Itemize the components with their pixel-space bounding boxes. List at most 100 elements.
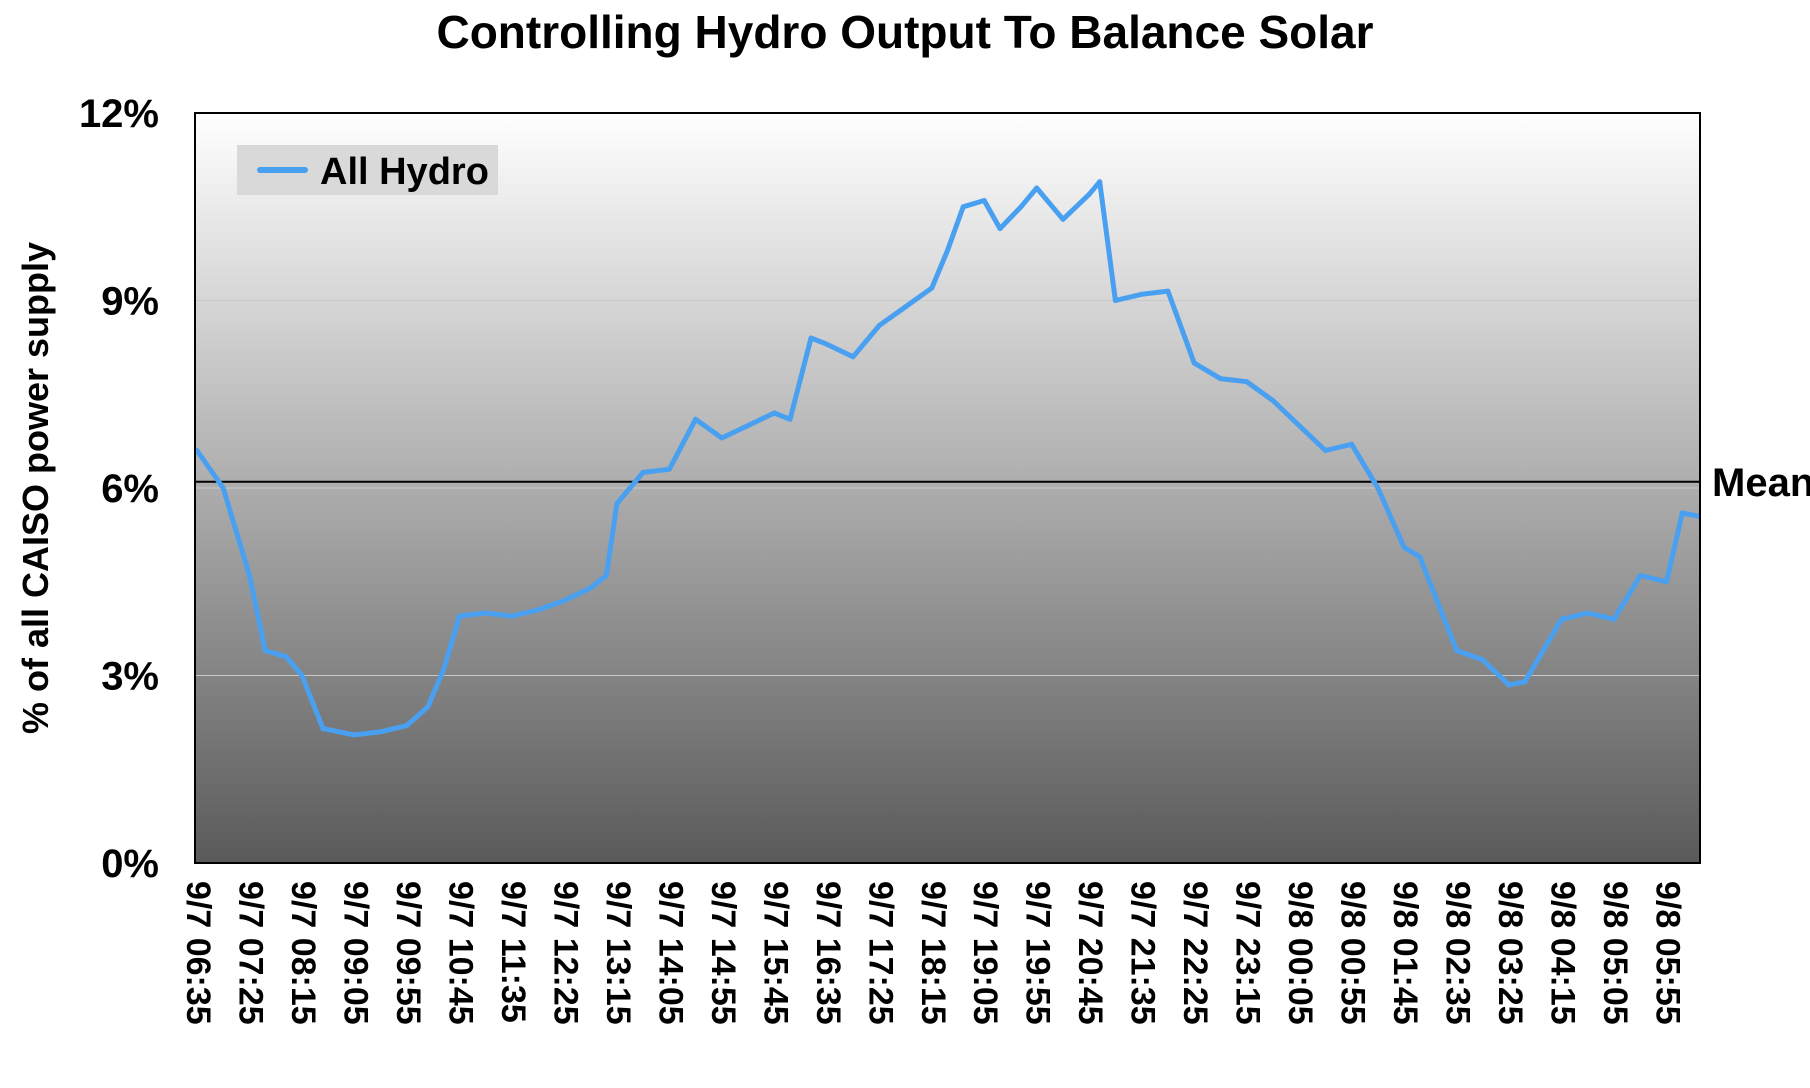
x-tick-label: 9/8 05:55 xyxy=(1649,881,1687,1025)
data-point xyxy=(1270,398,1276,403)
x-tick-label: 9/7 18:15 xyxy=(914,881,952,1025)
data-point xyxy=(351,732,357,738)
data-point xyxy=(929,285,935,291)
data-point xyxy=(1086,191,1092,197)
x-tick-label: 9/8 00:55 xyxy=(1334,881,1372,1025)
series-line-all-hydro xyxy=(194,179,1701,738)
x-tick-label: 9/8 02:35 xyxy=(1439,881,1477,1025)
data-point xyxy=(1454,648,1460,653)
x-tick-label: 9/7 21:35 xyxy=(1124,881,1162,1025)
data-point xyxy=(1165,288,1171,294)
y-axis-label: % of all CAISO power supply xyxy=(15,242,56,734)
data-point xyxy=(824,341,830,347)
data-point xyxy=(997,226,1003,232)
data-point xyxy=(1322,448,1328,453)
x-tick-label: 9/7 10:45 xyxy=(441,881,479,1025)
data-point xyxy=(945,248,950,253)
x-tick-label: 9/8 04:15 xyxy=(1544,881,1582,1025)
data-point xyxy=(850,354,856,360)
x-tick-label: 9/7 22:25 xyxy=(1176,881,1214,1025)
data-point xyxy=(876,323,882,328)
data-point xyxy=(771,410,777,416)
data-point xyxy=(1559,616,1565,622)
chart-title: Controlling Hydro Output To Balance Sola… xyxy=(436,6,1373,58)
x-tick-label: 9/7 19:05 xyxy=(966,881,1004,1025)
data-point xyxy=(378,729,384,735)
data-point xyxy=(693,416,699,422)
x-tick-label: 9/7 14:55 xyxy=(704,881,742,1025)
data-point xyxy=(535,607,541,613)
x-tick-label: 9/8 00:05 xyxy=(1281,881,1319,1025)
data-point xyxy=(787,416,793,422)
data-point xyxy=(1296,423,1302,428)
data-point xyxy=(509,613,515,619)
data-point xyxy=(1244,379,1250,385)
gridlines xyxy=(195,300,1700,676)
x-tick-label: 9/7 09:55 xyxy=(389,881,427,1025)
data-point xyxy=(1585,610,1591,616)
x-tick-label: 9/7 06:35 xyxy=(179,881,217,1025)
data-point xyxy=(1637,573,1643,578)
data-point xyxy=(1679,510,1685,516)
data-point xyxy=(1401,544,1407,550)
y-axis-ticks: 0% 3% 6% 9% 12% xyxy=(79,92,159,886)
legend: All Hydro xyxy=(237,145,498,195)
data-point xyxy=(561,598,567,603)
data-point xyxy=(719,435,725,441)
x-tick-label: 9/7 12:25 xyxy=(546,881,584,1025)
data-point xyxy=(320,726,326,732)
data-point xyxy=(441,666,447,672)
x-tick-label: 9/7 14:05 xyxy=(651,881,689,1025)
x-tick-label: 9/7 17:25 xyxy=(861,881,899,1025)
x-tick-label: 9/8 01:45 xyxy=(1386,881,1424,1025)
data-point xyxy=(640,469,646,475)
legend-label: All Hydro xyxy=(320,151,489,193)
data-point xyxy=(614,501,620,507)
data-point xyxy=(1112,298,1118,303)
x-tick-label: 9/8 03:25 xyxy=(1491,881,1529,1025)
data-point xyxy=(1664,579,1670,585)
x-tick-label: 9/7 08:15 xyxy=(284,881,322,1025)
data-point xyxy=(588,585,594,591)
data-point xyxy=(1611,616,1617,622)
plot-border xyxy=(194,112,1701,864)
x-tick-label: 9/7 20:45 xyxy=(1071,881,1109,1025)
x-tick-label: 9/7 16:35 xyxy=(809,881,847,1025)
data-point xyxy=(1060,216,1066,222)
data-point xyxy=(1097,179,1103,185)
data-point xyxy=(1349,441,1355,447)
y-tick-label: 0% xyxy=(101,842,159,886)
y-tick-label: 12% xyxy=(79,92,159,136)
data-point xyxy=(1480,657,1486,663)
y-tick-label: 3% xyxy=(101,655,159,699)
data-point xyxy=(903,304,909,310)
data-point xyxy=(1417,554,1423,560)
data-point xyxy=(1139,291,1145,297)
data-point xyxy=(262,648,268,653)
data-point xyxy=(745,423,751,428)
data-point xyxy=(1217,376,1223,382)
data-point xyxy=(483,610,489,616)
data-point xyxy=(404,723,410,728)
data-point xyxy=(603,573,609,578)
data-point xyxy=(456,613,462,619)
data-point xyxy=(1375,485,1381,491)
data-point xyxy=(220,485,226,491)
data-point xyxy=(1191,360,1197,366)
data-point xyxy=(1522,679,1528,685)
y-tick-label: 6% xyxy=(101,467,159,511)
data-point xyxy=(425,704,431,710)
data-point xyxy=(299,673,305,678)
data-point xyxy=(981,198,987,203)
x-tick-label: 9/7 07:25 xyxy=(231,881,269,1025)
data-point xyxy=(1018,204,1024,210)
data-point xyxy=(960,204,966,210)
data-point xyxy=(283,654,289,660)
x-tick-label: 9/7 09:05 xyxy=(336,881,374,1025)
data-point xyxy=(246,573,252,578)
x-tick-label: 9/7 13:15 xyxy=(599,881,637,1025)
x-tick-label: 9/7 11:35 xyxy=(494,881,532,1023)
data-point xyxy=(1506,682,1512,688)
data-point xyxy=(666,466,672,472)
